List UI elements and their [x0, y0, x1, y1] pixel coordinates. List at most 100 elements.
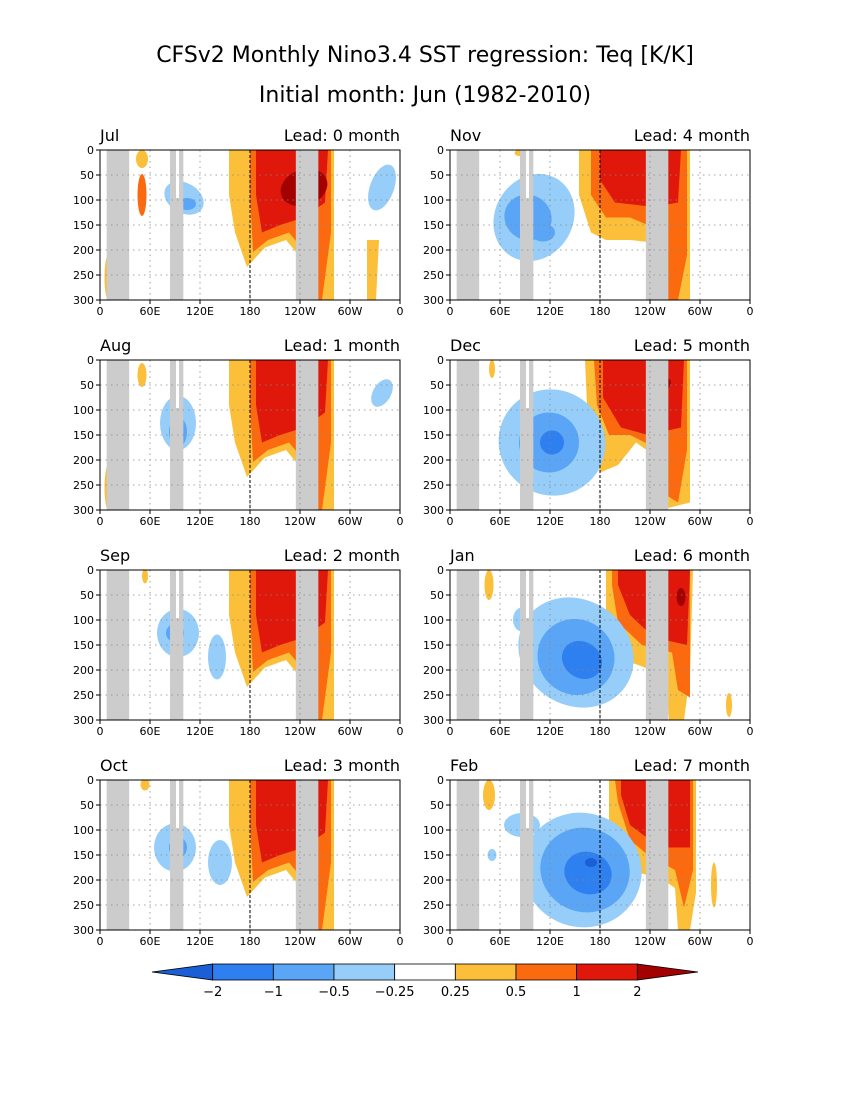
land-mask: [295, 780, 319, 930]
x-tick-label: 60W: [338, 305, 363, 318]
panel-lead-label: Lead: 2 month: [284, 546, 400, 565]
x-tick-label: 120W: [284, 725, 316, 738]
y-tick-label: 200: [423, 244, 444, 257]
contour-region: [531, 223, 555, 242]
panel-lead-label: Lead: 0 month: [284, 126, 400, 145]
x-tick-label: 120E: [186, 515, 214, 528]
land-mask: [180, 360, 184, 510]
land-mask: [530, 150, 534, 300]
y-tick-label: 200: [423, 664, 444, 677]
land-mask: [295, 150, 319, 300]
y-tick-label: 100: [423, 404, 444, 417]
land-mask: [170, 780, 180, 930]
x-tick-label: 120E: [536, 515, 564, 528]
land-mask: [520, 570, 530, 720]
x-tick-label: 120E: [536, 935, 564, 948]
x-tick-label: 60E: [490, 725, 511, 738]
y-tick-label: 200: [73, 874, 94, 887]
panel-lead-label: Lead: 4 month: [634, 126, 750, 145]
y-tick-label: 100: [73, 614, 94, 627]
land-mask: [180, 150, 184, 300]
x-tick-label: 0: [397, 515, 404, 528]
panel-jul: 0 60E 120E 180 120W 60W 0 0 50 100 150 200 250 300 Jul…: [73, 126, 404, 318]
panel-month-label: Dec: [450, 336, 481, 355]
contour-region: [208, 634, 226, 680]
figure-subtitle: Initial month: Jun (1982-2010): [259, 83, 591, 108]
y-tick-label: 100: [73, 194, 94, 207]
land-mask: [295, 360, 319, 510]
y-tick-label: 50: [430, 379, 444, 392]
x-tick-label: 180: [240, 725, 261, 738]
contour-region: [487, 849, 497, 861]
land-mask: [645, 150, 669, 300]
contour-region: [137, 174, 147, 216]
land-mask: [295, 570, 319, 720]
colorbar-label: 2: [633, 985, 641, 1000]
x-tick-label: 60E: [140, 725, 161, 738]
y-tick-label: 250: [423, 479, 444, 492]
colorbar-box: [394, 963, 456, 981]
land-mask: [170, 360, 180, 510]
x-tick-label: 60W: [688, 725, 713, 738]
x-tick-label: 0: [397, 725, 404, 738]
land-mask: [170, 150, 180, 300]
y-tick-label: 50: [80, 169, 94, 182]
y-tick-label: 300: [423, 924, 444, 937]
panel-shading: [456, 150, 690, 300]
y-tick-label: 0: [87, 144, 94, 157]
y-tick-label: 0: [87, 354, 94, 367]
y-tick-label: 0: [437, 354, 444, 367]
x-tick-label: 120E: [186, 935, 214, 948]
y-tick-label: 50: [430, 799, 444, 812]
x-tick-label: 120E: [536, 305, 564, 318]
x-tick-label: 0: [447, 935, 454, 948]
colorbar-box: [576, 963, 638, 981]
x-tick-label: 60W: [338, 515, 363, 528]
colorbar-box: [515, 963, 578, 981]
y-tick-label: 150: [423, 639, 444, 652]
contour-region: [484, 570, 494, 600]
y-tick-label: 50: [80, 799, 94, 812]
y-tick-label: 150: [423, 849, 444, 862]
y-tick-label: 0: [437, 564, 444, 577]
y-tick-label: 0: [87, 774, 94, 787]
panel-lead-label: Lead: 6 month: [634, 546, 750, 565]
y-tick-label: 0: [437, 144, 444, 157]
x-tick-label: 120W: [284, 305, 316, 318]
x-tick-label: 180: [590, 935, 611, 948]
panel-month-label: Jan: [449, 546, 475, 565]
panel-feb: 0 60E 120E 180 120W 60W 0 0 50 100 150 200 250 300 Feb…: [423, 756, 754, 948]
x-tick-label: 60E: [140, 305, 161, 318]
y-tick-label: 150: [423, 429, 444, 442]
x-tick-label: 120W: [284, 515, 316, 528]
y-tick-label: 200: [73, 664, 94, 677]
y-tick-label: 300: [73, 714, 94, 727]
colorbar-label: 0.5: [506, 985, 527, 1000]
y-tick-label: 250: [423, 269, 444, 282]
colorbar-label: 1: [573, 985, 581, 1000]
y-tick-label: 250: [423, 689, 444, 702]
y-tick-label: 300: [423, 294, 444, 307]
y-tick-label: 300: [423, 714, 444, 727]
land-mask: [530, 780, 534, 930]
x-tick-label: 120W: [634, 305, 666, 318]
land-mask: [530, 360, 534, 510]
contour-region: [137, 363, 147, 387]
x-tick-label: 60E: [140, 515, 161, 528]
x-tick-label: 0: [97, 725, 104, 738]
y-tick-label: 250: [73, 689, 94, 702]
x-tick-label: 60W: [688, 305, 713, 318]
contour-region: [676, 588, 686, 606]
y-tick-label: 100: [423, 194, 444, 207]
y-tick-label: 0: [87, 564, 94, 577]
panel-sep: 0 60E 120E 180 120W 60W 0 0 50 100 150 200 250 300 Sep…: [73, 546, 404, 738]
x-tick-label: 120W: [284, 935, 316, 948]
x-tick-label: 0: [747, 515, 754, 528]
y-tick-label: 100: [423, 614, 444, 627]
panel-jan: 0 60E 120E 180 120W 60W 0 0 50 100 150 200 250 300 Jan…: [423, 546, 754, 738]
figure-title: CFSv2 Monthly Nino3.4 SST regression: Te…: [156, 43, 694, 68]
y-tick-label: 200: [423, 874, 444, 887]
x-tick-label: 0: [97, 515, 104, 528]
panel-lead-label: Lead: 5 month: [634, 336, 750, 355]
colorbar-arrow-left: [151, 963, 214, 981]
